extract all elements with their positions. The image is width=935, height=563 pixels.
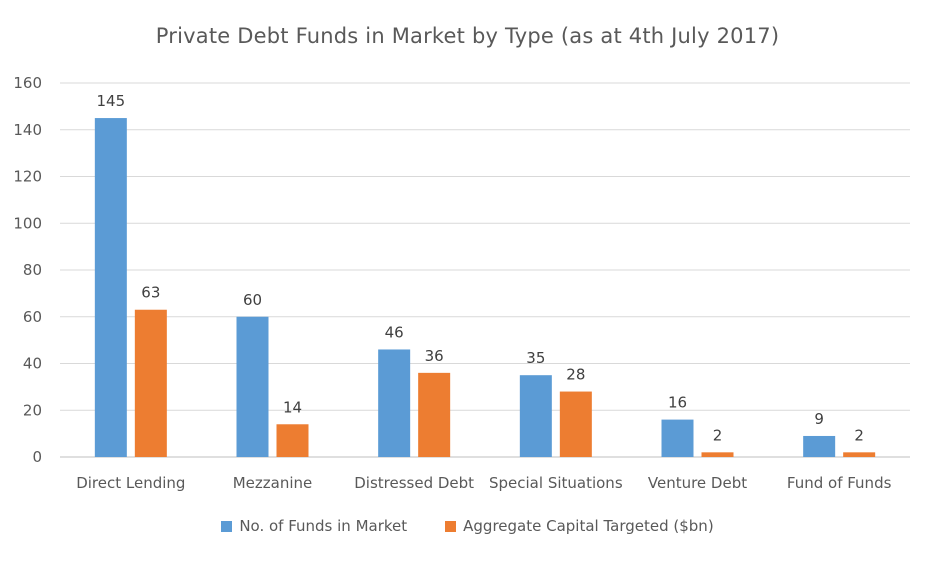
- legend-item-capital: Aggregate Capital Targeted ($bn): [445, 517, 714, 535]
- bar-capital: [134, 309, 167, 457]
- bar-funds: [378, 349, 411, 457]
- data-label: 2: [854, 426, 864, 444]
- y-tick-label: 0: [32, 448, 42, 466]
- x-tick-label: Distressed Debt: [354, 474, 474, 492]
- x-tick-label: Fund of Funds: [787, 474, 892, 492]
- legend-item-funds: No. of Funds in Market: [221, 517, 407, 535]
- data-label: 9: [814, 410, 824, 428]
- data-label: 14: [283, 398, 302, 416]
- data-label: 145: [97, 92, 126, 110]
- data-label: 36: [425, 347, 444, 365]
- legend-label-capital: Aggregate Capital Targeted ($bn): [463, 517, 714, 535]
- data-label: 63: [141, 284, 160, 302]
- data-label: 60: [243, 291, 262, 309]
- y-tick-label: 100: [13, 214, 42, 232]
- bar-funds: [519, 375, 552, 457]
- x-tick-label: Direct Lending: [76, 474, 185, 492]
- x-tick-label: Special Situations: [489, 474, 623, 492]
- bar-funds: [803, 435, 836, 457]
- legend: No. of Funds in Market Aggregate Capital…: [0, 517, 935, 535]
- y-tick-label: 140: [13, 121, 42, 139]
- bar-funds: [661, 419, 694, 457]
- data-label: 35: [526, 349, 545, 367]
- chart-title: Private Debt Funds in Market by Type (as…: [155, 24, 780, 48]
- bar-capital: [701, 452, 734, 457]
- data-label: 46: [385, 323, 404, 341]
- y-tick-label: 80: [23, 261, 42, 279]
- bar-capital: [276, 424, 309, 457]
- y-tick-label: 40: [23, 355, 42, 373]
- x-tick-label: Venture Debt: [648, 474, 747, 492]
- legend-label-funds: No. of Funds in Market: [239, 517, 408, 535]
- bar-capital: [843, 452, 876, 457]
- y-tick-label: 160: [13, 74, 42, 92]
- bar-capital: [418, 372, 451, 457]
- x-tick-label: Mezzanine: [233, 474, 313, 492]
- data-label: 16: [668, 394, 687, 412]
- data-label: 2: [713, 426, 723, 444]
- y-tick-label: 20: [23, 401, 42, 419]
- bar-funds: [94, 118, 127, 457]
- data-label: 28: [566, 366, 585, 384]
- bar-funds: [236, 316, 269, 457]
- y-tick-label: 120: [13, 168, 42, 186]
- legend-swatch-capital: [445, 520, 457, 532]
- legend-swatch-funds: [221, 520, 233, 532]
- bar-capital: [559, 391, 592, 457]
- y-tick-label: 60: [23, 308, 42, 326]
